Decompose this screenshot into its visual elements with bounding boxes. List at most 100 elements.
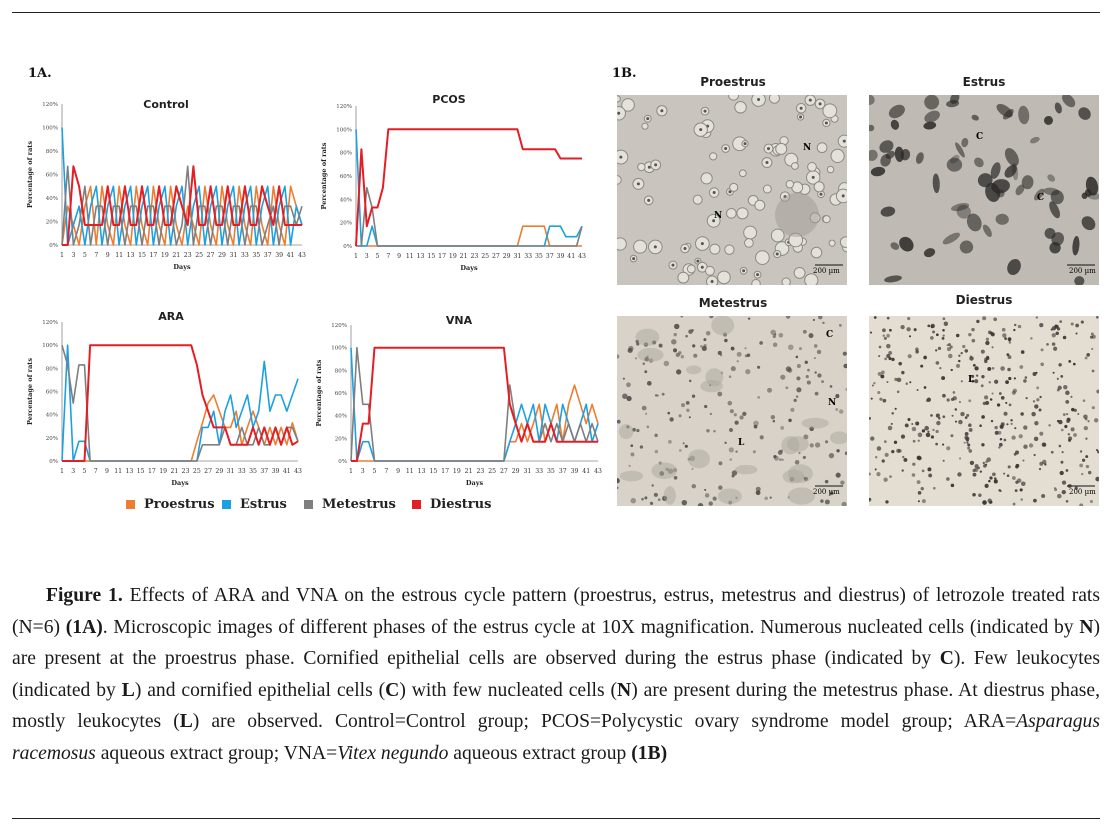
leukocyte: [844, 451, 847, 456]
leukocyte: [1075, 323, 1080, 328]
nucleated-cell: [839, 236, 847, 248]
leukocyte: [622, 393, 628, 399]
leukocyte: [646, 425, 650, 429]
leukocyte: [1052, 371, 1055, 374]
nucleated-cell: [617, 175, 622, 185]
leukocyte: [1064, 424, 1068, 429]
leukocyte: [777, 450, 783, 455]
nucleated-cell: [751, 278, 761, 285]
leukocyte: [1006, 423, 1009, 426]
leukocyte: [1050, 328, 1053, 331]
leukocyte: [923, 386, 927, 389]
leukocyte: [958, 401, 961, 404]
leukocyte: [942, 393, 946, 398]
leukocyte: [888, 350, 893, 355]
leukocyte: [886, 343, 891, 349]
leukocyte: [838, 323, 842, 327]
nucleated-cell: [736, 207, 749, 220]
caption-ref-1a: (1A): [65, 616, 103, 638]
leukocyte: [954, 408, 958, 411]
caption-text-10: aqueous extract group: [448, 742, 632, 764]
leukocyte: [1033, 436, 1039, 442]
cell-nucleus: [712, 219, 716, 223]
chart-x-tick-label-control-19: 39: [275, 252, 283, 259]
cornified-cell: [924, 110, 940, 123]
leukocyte: [795, 395, 799, 398]
leukocyte: [809, 443, 814, 448]
nucleated-cell: [743, 225, 758, 240]
leukocyte: [689, 455, 695, 462]
leukocyte: [804, 360, 808, 365]
micrograph-title-estrus: Estrus: [962, 75, 1006, 89]
nucleated-cell: [804, 273, 819, 285]
leukocyte: [950, 483, 955, 488]
cornified-cell: [946, 100, 960, 108]
micrograph-estrus: C C 200 µm: [869, 95, 1099, 285]
leukocyte: [920, 364, 924, 368]
leukocyte: [915, 421, 920, 426]
cornified-cell: [995, 213, 1009, 225]
leukocyte: [942, 459, 945, 462]
leukocyte: [838, 409, 844, 414]
leukocyte: [927, 430, 930, 433]
chart-x-tick-label-pcos-12: 25: [481, 253, 489, 260]
leukocyte: [994, 425, 998, 430]
leukocyte: [946, 347, 951, 352]
leukocyte: [1066, 413, 1069, 416]
leukocyte: [974, 366, 979, 371]
epithelial-cell: [663, 486, 676, 505]
leukocyte: [916, 389, 919, 392]
leukocyte: [818, 316, 823, 320]
leukocyte: [755, 490, 761, 496]
cornified-cell: [1081, 216, 1096, 231]
cornified-cell: [915, 152, 924, 164]
leukocyte: [757, 365, 761, 369]
leukocyte: [820, 499, 824, 503]
leukocyte: [667, 468, 674, 474]
leukocyte: [805, 375, 809, 379]
leukocyte: [1012, 502, 1016, 506]
leukocyte: [1059, 320, 1063, 323]
cornified-cell: [950, 203, 970, 212]
micrograph-proestrus-image: [617, 95, 847, 285]
leukocyte: [808, 333, 814, 339]
leukocyte: [644, 356, 649, 362]
leukocyte: [773, 455, 777, 459]
leukocyte: [1046, 342, 1049, 346]
leukocyte: [1005, 380, 1009, 384]
leukocyte: [886, 353, 891, 358]
cell-nucleus: [653, 245, 657, 249]
cornified-cell: [1049, 201, 1061, 219]
leukocyte: [991, 392, 994, 395]
leukocyte: [1073, 408, 1077, 412]
cell-nucleus: [646, 117, 650, 121]
chart-x-tick-label-vna-6: 13: [418, 468, 426, 475]
leukocyte: [1058, 444, 1062, 448]
chart-y-tick-label-pcos-1: 20%: [340, 221, 352, 227]
leukocyte: [1000, 366, 1005, 371]
cornified-cell: [869, 124, 875, 132]
leukocyte: [1028, 443, 1034, 448]
leukocyte: [691, 483, 697, 489]
cornified-cell: [1051, 232, 1065, 246]
chart-x-tick-label-pcos-7: 15: [427, 253, 435, 260]
leukocyte: [1036, 386, 1040, 390]
nucleated-cell: [793, 266, 806, 279]
caption-l-1: L: [121, 679, 135, 701]
leukocyte: [896, 390, 900, 394]
leukocyte: [985, 460, 988, 463]
cornified-cell: [1078, 107, 1091, 120]
leukocyte: [1033, 453, 1036, 457]
chart-x-tick-label-pcos-6: 13: [417, 253, 425, 260]
chart-x-tick-label-pcos-1: 3: [365, 253, 369, 260]
caption-text-5: ) and cornified epithelial cells (: [134, 679, 386, 701]
leukocyte: [730, 366, 736, 372]
leukocyte: [628, 345, 634, 352]
chart-series-pcos-estrus: [355, 129, 583, 247]
leukocyte: [927, 324, 931, 328]
chart-x-tick-label-ara-2: 5: [83, 468, 87, 475]
chart-x-tick-label-pcos-15: 31: [513, 253, 521, 260]
leukocyte: [701, 345, 707, 351]
cell-nucleus: [654, 163, 658, 167]
micrograph-metestrus: C N L 200 µm: [617, 316, 847, 506]
